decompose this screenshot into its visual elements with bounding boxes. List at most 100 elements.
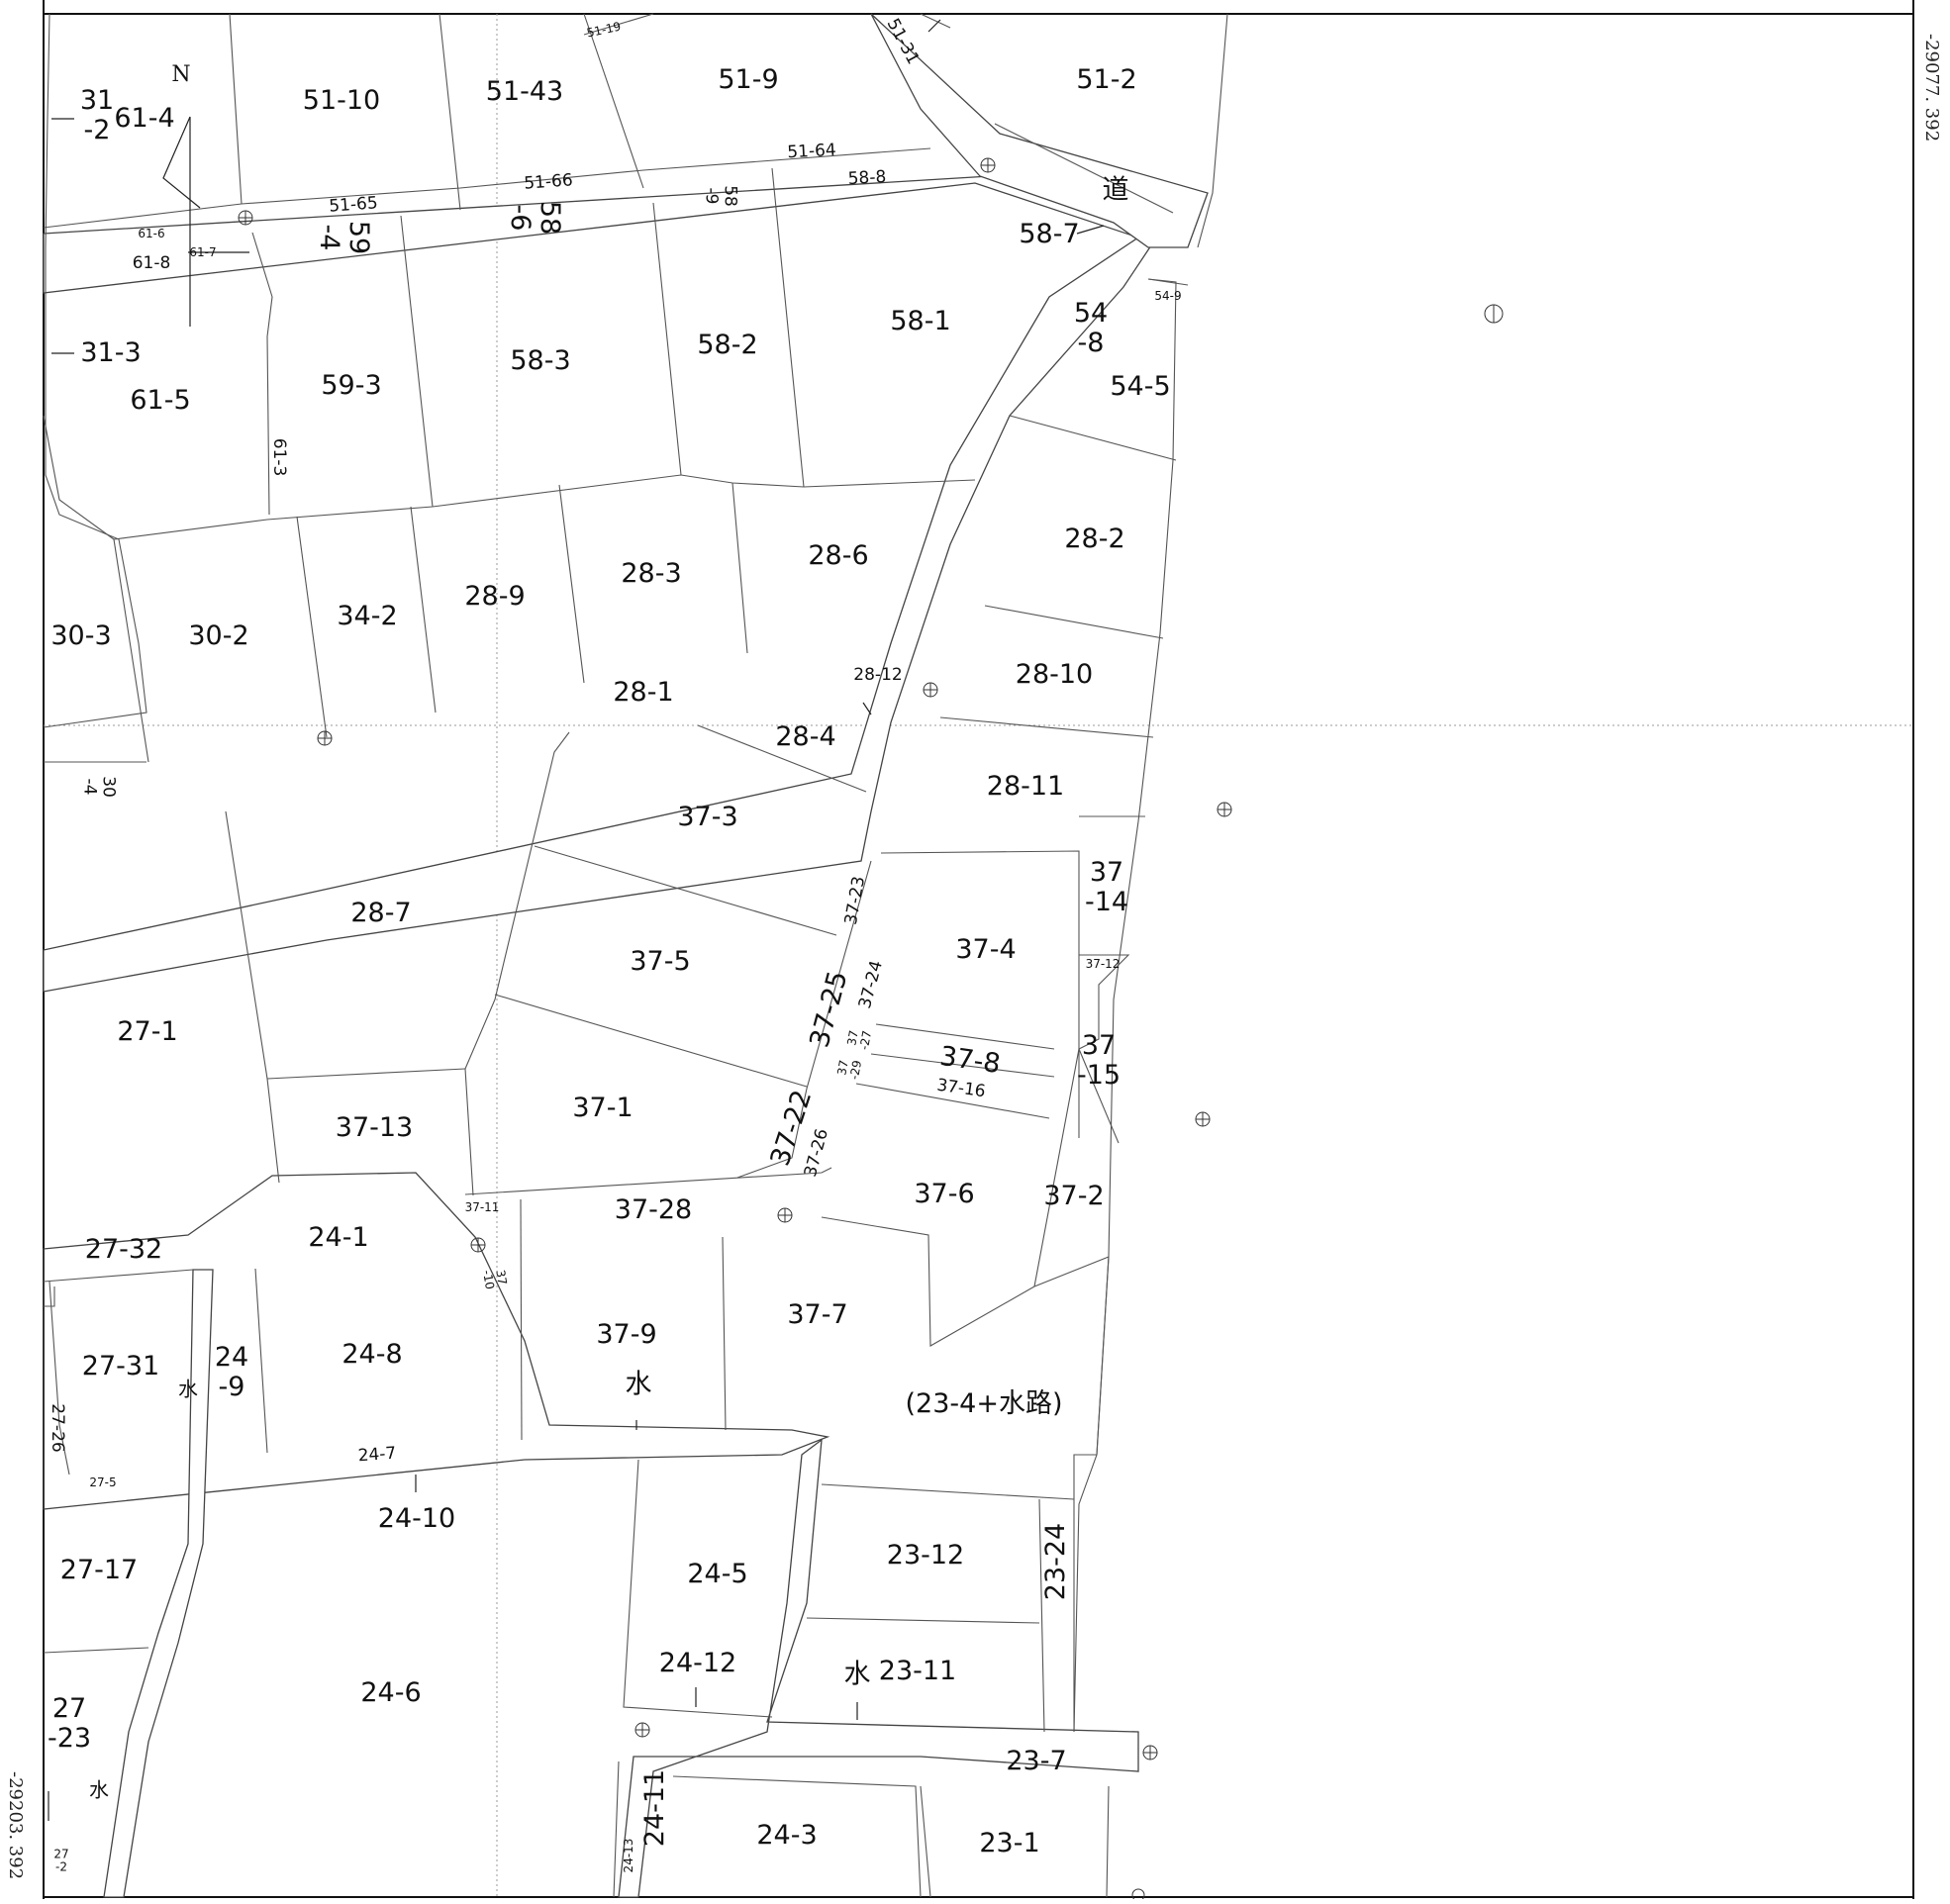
parcel-label: 37-16: [935, 1076, 987, 1102]
survey-markers: [238, 157, 1504, 1902]
parcel-label: 61-8: [133, 253, 171, 273]
parcel-label: 27-31: [82, 1351, 159, 1381]
parcel-label: 23-11: [879, 1656, 956, 1686]
parcel-label: 30-4: [80, 776, 119, 798]
parcel-label: (23-4+水路): [906, 1388, 1063, 1419]
parcel-label: 24-12: [659, 1648, 736, 1678]
parcel-label: 37-2: [1043, 1181, 1104, 1211]
parcel-label: 27 -23: [48, 1693, 91, 1754]
parcel-label: 37-11: [465, 1200, 500, 1214]
parcel-label: 37-7: [787, 1299, 847, 1330]
parcel-label: 28-4: [775, 721, 835, 752]
parcel-label: 27-1: [117, 1016, 177, 1047]
parcel-label: 31-3: [80, 337, 141, 368]
parcel-label: 51-19: [585, 19, 622, 40]
parcel-label: 23-12: [887, 1540, 964, 1571]
parcel-boundaries: [43, 13, 1228, 1898]
parcel-label: 54 -8: [1074, 298, 1108, 358]
parcel-label: 27-32: [85, 1234, 162, 1265]
parcel-label: 37-27: [843, 1027, 873, 1051]
parcel-label: 58-7: [1019, 219, 1079, 249]
parcel-label: 31 -2: [80, 85, 114, 145]
water-label: 水: [89, 1778, 109, 1802]
parcel-label: 28-3: [621, 558, 681, 589]
north-label: N: [171, 62, 190, 87]
parcel-label: 59-4: [315, 221, 375, 254]
survey-marker-icon: [1484, 304, 1504, 324]
parcel-label: 24-5: [687, 1559, 747, 1589]
parcel-label: 24-10: [378, 1503, 455, 1534]
parcel-label: 59-3: [321, 370, 381, 401]
parcel-label: 37-8: [938, 1040, 1003, 1079]
parcel-label: 37-12: [1086, 957, 1121, 971]
parcel-label: 27-26: [48, 1403, 67, 1452]
parcel-label: 51-43: [486, 76, 563, 107]
parcel-label: 24-3: [756, 1820, 817, 1851]
water-label: 水: [626, 1370, 652, 1400]
parcel-label: 24-7: [357, 1444, 397, 1467]
parcel-label: 58-1: [890, 306, 950, 336]
parcel-label: 37-6: [914, 1179, 974, 1209]
coordinate-top-right: -29077. 392: [1921, 34, 1942, 142]
survey-marker-icon: [923, 682, 938, 698]
parcel-label: 28-10: [1016, 659, 1093, 690]
parcel-labels: 31 -2 61-451-10 51-4351-1951-951-3151-251-6…: [48, 15, 1182, 1873]
parcel-label: 58-3: [510, 345, 570, 376]
survey-marker-icon: [1195, 1111, 1211, 1127]
parcel-label: 61-5: [130, 385, 190, 416]
parcel-label: 27 -2: [53, 1847, 68, 1873]
parcel-label: 54-9: [1154, 289, 1181, 303]
parcel-label: 24-8: [341, 1339, 402, 1370]
parcel-label: 58-8: [847, 167, 887, 189]
coordinate-bottom-left: -29203. 392: [5, 1771, 26, 1879]
parcel-label: 28-2: [1064, 524, 1124, 554]
survey-marker-icon: [470, 1237, 486, 1253]
parcel-label: 51-64: [787, 141, 836, 163]
parcel-label: 30-3: [50, 620, 111, 651]
survey-marker-icon: [980, 157, 996, 173]
parcel-label: 28-6: [808, 540, 868, 571]
parcel-label: 37-13: [336, 1112, 413, 1143]
parcel-label: 54-5: [1110, 371, 1170, 402]
parcel-label: 37-4: [955, 934, 1016, 965]
parcel-label: 23-1: [979, 1828, 1039, 1858]
parcel-label: 37-28: [615, 1194, 692, 1225]
parcel-label: 61-4: [114, 103, 174, 134]
water-label: 水: [844, 1660, 871, 1690]
survey-marker-icon: [317, 730, 333, 746]
parcel-label: 51-10: [303, 85, 380, 116]
parcel-label: 61-7: [189, 245, 216, 259]
parcel-label: 24 -9: [215, 1342, 248, 1402]
grid-lines: [44, 14, 1913, 1897]
parcel-label: 37-9: [596, 1319, 656, 1350]
parcel-label: 30-2: [188, 620, 248, 651]
parcel-label: 24-13: [622, 1839, 635, 1873]
parcel-label: 27-5: [89, 1476, 116, 1489]
leader-arrows: [48, 19, 1105, 1821]
survey-marker-icon: [777, 1207, 793, 1223]
road-network: [43, 13, 1209, 1898]
parcel-label: 37-24: [855, 959, 887, 1011]
parcel-label: 37 -15: [1077, 1030, 1121, 1091]
parcel-label: 37-10: [480, 1267, 510, 1290]
parcel-label: 58-6: [506, 201, 566, 235]
parcel-label: 61-3: [269, 438, 289, 477]
parcel-label: 37-5: [630, 946, 690, 977]
parcel-label: 28-11: [987, 771, 1064, 802]
survey-marker-icon: [634, 1722, 650, 1738]
survey-marker-icon: [238, 210, 253, 226]
north-arrow: N: [162, 62, 201, 327]
parcel-label: 61-6: [138, 227, 164, 240]
parcel-label: 28-12: [853, 665, 902, 685]
parcel-label: 58-9: [702, 185, 740, 207]
survey-marker-icon: [1142, 1745, 1158, 1761]
parcel-label: 51-66: [524, 170, 574, 193]
parcel-label: 24-1: [308, 1222, 368, 1253]
parcel-label: 28-1: [613, 677, 673, 708]
parcel-label: 51-9: [718, 64, 778, 95]
parcel-label: 27-17: [60, 1555, 138, 1585]
parcel-label: 37 -14: [1085, 857, 1128, 917]
parcel-label: 23-7: [1006, 1746, 1066, 1776]
